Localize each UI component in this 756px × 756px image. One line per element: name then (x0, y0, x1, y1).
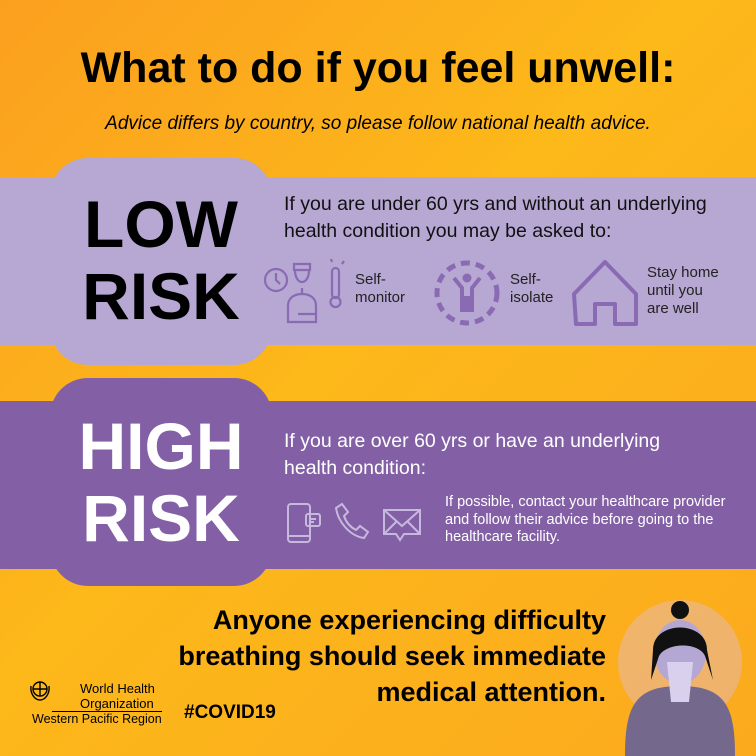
high-risk-tab (50, 378, 272, 586)
envelope-icon (383, 509, 421, 542)
self-isolate-icon (434, 260, 500, 326)
high-label-line1: HIGH (78, 409, 244, 483)
label-line: isolate (510, 289, 554, 306)
sick-person-illustration (618, 600, 742, 756)
high-label-line2: RISK (82, 481, 240, 555)
self-monitor-label: Self-monitor (355, 271, 405, 307)
label-line: Stay home (647, 264, 719, 281)
low-label-line1: LOW (84, 187, 238, 261)
high-risk-description: If you are over 60 yrs or have an underl… (284, 430, 661, 479)
label-line: monitor (355, 289, 406, 306)
stay-home-label: Stay home until you are well (647, 264, 719, 318)
label-line: Self- (510, 271, 541, 288)
high-risk-advice: If possible, contact your healthcare pro… (445, 494, 726, 545)
self-isolate-label: Self-isolate (510, 271, 553, 307)
label-line: are well (647, 300, 699, 317)
phone-message-icon (287, 503, 321, 543)
low-risk-tab (50, 158, 272, 365)
hashtag: #COVID19 (184, 702, 276, 723)
low-label-line2: RISK (82, 259, 240, 333)
org-name-line2: Organization (52, 696, 162, 712)
org-name-line1: World Health (80, 681, 155, 696)
subtitle: Advice differs by country, so please fol… (105, 113, 651, 134)
who-logo-icon (30, 681, 50, 701)
urgent-message: Anyone experiencing difficulty breathing… (178, 605, 606, 707)
who-logo-text: World Health Organization Western Pacifi… (32, 681, 162, 727)
label-line: until you (647, 282, 703, 299)
label-line: Self- (355, 271, 386, 288)
telephone-icon (334, 502, 370, 540)
low-risk-description: If you are under 60 yrs and without an u… (284, 193, 707, 242)
low-risk-label: LOW RISK (50, 188, 272, 332)
house-icon (572, 260, 638, 326)
self-monitor-icon (263, 258, 345, 324)
high-risk-label: HIGH RISK (50, 410, 272, 554)
page-title: What to do if you feel unwell: (80, 44, 676, 92)
contact-icons (287, 502, 421, 543)
org-region: Western Pacific Region (32, 712, 162, 726)
